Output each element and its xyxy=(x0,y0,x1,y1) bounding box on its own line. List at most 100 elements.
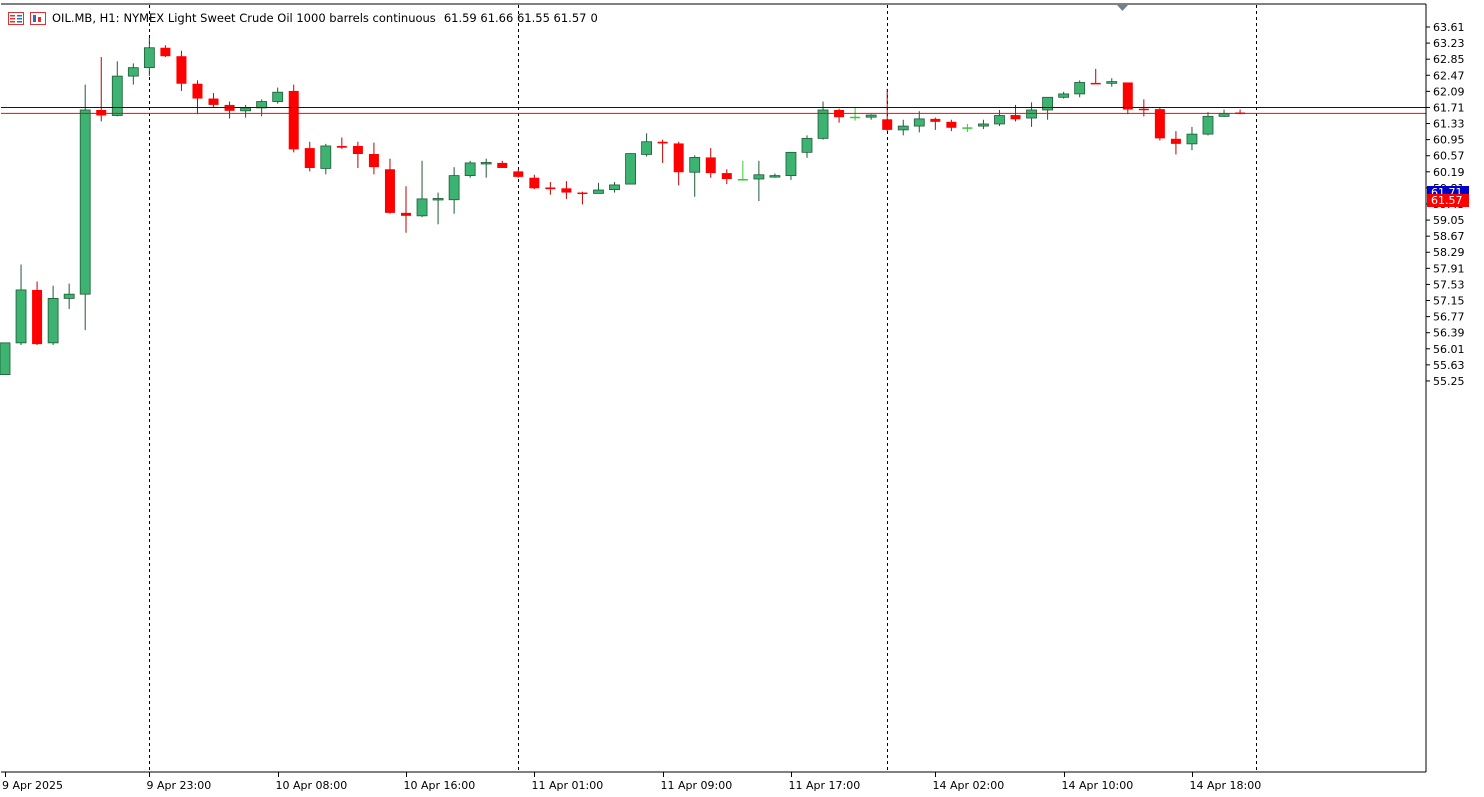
candle-body xyxy=(368,154,379,168)
bear-candle xyxy=(368,142,379,175)
candle-body xyxy=(577,192,588,195)
bull-candle xyxy=(464,160,476,178)
candle-body xyxy=(256,101,268,109)
bear-candle xyxy=(401,186,411,233)
bull-candle xyxy=(79,84,91,331)
doji-candle xyxy=(737,160,748,181)
time-axis[interactable]: 9 Apr 2025 9 Apr 23:00 10 Apr 08:00 10 Apr … xyxy=(2,772,1261,792)
time-tick-label: 14 Apr 18:00 xyxy=(1190,779,1262,792)
candle-body xyxy=(737,179,748,181)
candle-body xyxy=(721,173,732,180)
bull-candle xyxy=(127,63,139,85)
bear-candle xyxy=(577,191,588,205)
candle-body xyxy=(79,109,91,295)
candle-body xyxy=(882,119,893,130)
candle-body xyxy=(111,75,123,116)
price-tick-label: 62.47 xyxy=(1433,69,1465,82)
bull-candle xyxy=(865,114,877,120)
candle-body xyxy=(994,115,1005,125)
candle-body xyxy=(192,83,203,99)
price-tick-label: 61.33 xyxy=(1433,118,1465,131)
candle-body xyxy=(208,98,219,105)
candle-body xyxy=(288,90,299,150)
candle-body xyxy=(625,153,636,185)
chart-properties-icon[interactable] xyxy=(30,11,46,25)
candle-body xyxy=(1058,93,1070,98)
price-tick-label: 58.29 xyxy=(1433,246,1465,259)
candle-body xyxy=(641,141,652,155)
price-tick-label: 55.63 xyxy=(1433,359,1465,372)
time-tick-label: 11 Apr 09:00 xyxy=(661,779,733,792)
candle-body xyxy=(785,151,797,177)
bull-candle xyxy=(432,192,444,225)
price-tick-label: 62.09 xyxy=(1433,85,1465,98)
candle-body xyxy=(480,162,492,165)
bull-candle xyxy=(480,158,492,178)
candle-body xyxy=(416,198,428,217)
bear-candle xyxy=(160,45,171,58)
candle-body xyxy=(962,127,973,129)
time-tick-label: 10 Apr 16:00 xyxy=(404,779,476,792)
price-tick-label: 60.19 xyxy=(1433,166,1465,179)
price-axis[interactable]: 63.61 63.23 62.85 62.47 62.09 61.71 61.33 60.95… xyxy=(1426,21,1465,388)
candle-body xyxy=(913,118,925,127)
candle-body xyxy=(143,47,155,69)
bull-candle xyxy=(416,160,428,218)
bear-candle xyxy=(1154,107,1165,141)
candle-body xyxy=(1010,115,1021,120)
bear-candle xyxy=(304,141,315,172)
bear-candle xyxy=(384,158,395,214)
bull-candle xyxy=(753,160,765,202)
bull-candle xyxy=(15,264,27,345)
candle-body xyxy=(464,162,476,177)
symbol-menu-icon[interactable] xyxy=(8,11,24,25)
candle-body xyxy=(753,174,765,180)
candle-body xyxy=(160,47,171,57)
candle-body xyxy=(176,56,187,84)
bear-candle xyxy=(288,84,299,153)
price-tick-label: 63.61 xyxy=(1433,21,1465,34)
price-tick-label: 60.95 xyxy=(1433,134,1465,147)
chart-header: OIL.MB, H1: NYMEX Light Sweet Crude Oil … xyxy=(8,10,602,26)
candle-body xyxy=(63,293,75,299)
bear-candle xyxy=(721,169,732,185)
bear-candle xyxy=(208,93,219,108)
candle-body xyxy=(1122,82,1133,110)
bear-candle xyxy=(930,117,941,130)
bull-candle xyxy=(272,87,284,104)
candle-body xyxy=(705,157,716,174)
candle-body xyxy=(448,175,460,201)
bull-candle xyxy=(47,285,59,345)
volume-value: 0 xyxy=(590,11,598,25)
candle-body xyxy=(689,157,701,173)
candle-body xyxy=(865,114,877,118)
bull-candle xyxy=(897,119,909,136)
price-tick-label: 56.77 xyxy=(1433,311,1465,324)
candle-body xyxy=(1106,81,1118,84)
candles-layer xyxy=(0,38,1246,376)
candle-body xyxy=(336,145,347,148)
bear-candle xyxy=(497,160,508,168)
candle-body xyxy=(272,91,284,102)
bear-candle xyxy=(657,139,668,163)
candle-body xyxy=(352,145,363,155)
chart-shift-marker-icon[interactable] xyxy=(1117,5,1128,11)
candle-body xyxy=(801,137,813,153)
bear-candle xyxy=(946,119,957,132)
bull-candle xyxy=(801,135,813,158)
bear-candle xyxy=(882,88,893,132)
candle-body xyxy=(657,141,668,144)
bull-candle xyxy=(1074,80,1086,98)
price-tick-label: 61.71 xyxy=(1433,101,1465,114)
price-tick-label: 57.53 xyxy=(1433,278,1465,291)
bull-candle xyxy=(609,181,620,193)
candle-body xyxy=(401,212,411,216)
bull-candle xyxy=(1026,102,1037,127)
doji-candle xyxy=(962,123,973,133)
symbol-label: OIL.MB, H1: xyxy=(52,11,120,25)
time-tick-label: 14 Apr 10:00 xyxy=(1062,779,1134,792)
bull-candle xyxy=(1106,78,1118,87)
candle-body xyxy=(593,189,604,194)
